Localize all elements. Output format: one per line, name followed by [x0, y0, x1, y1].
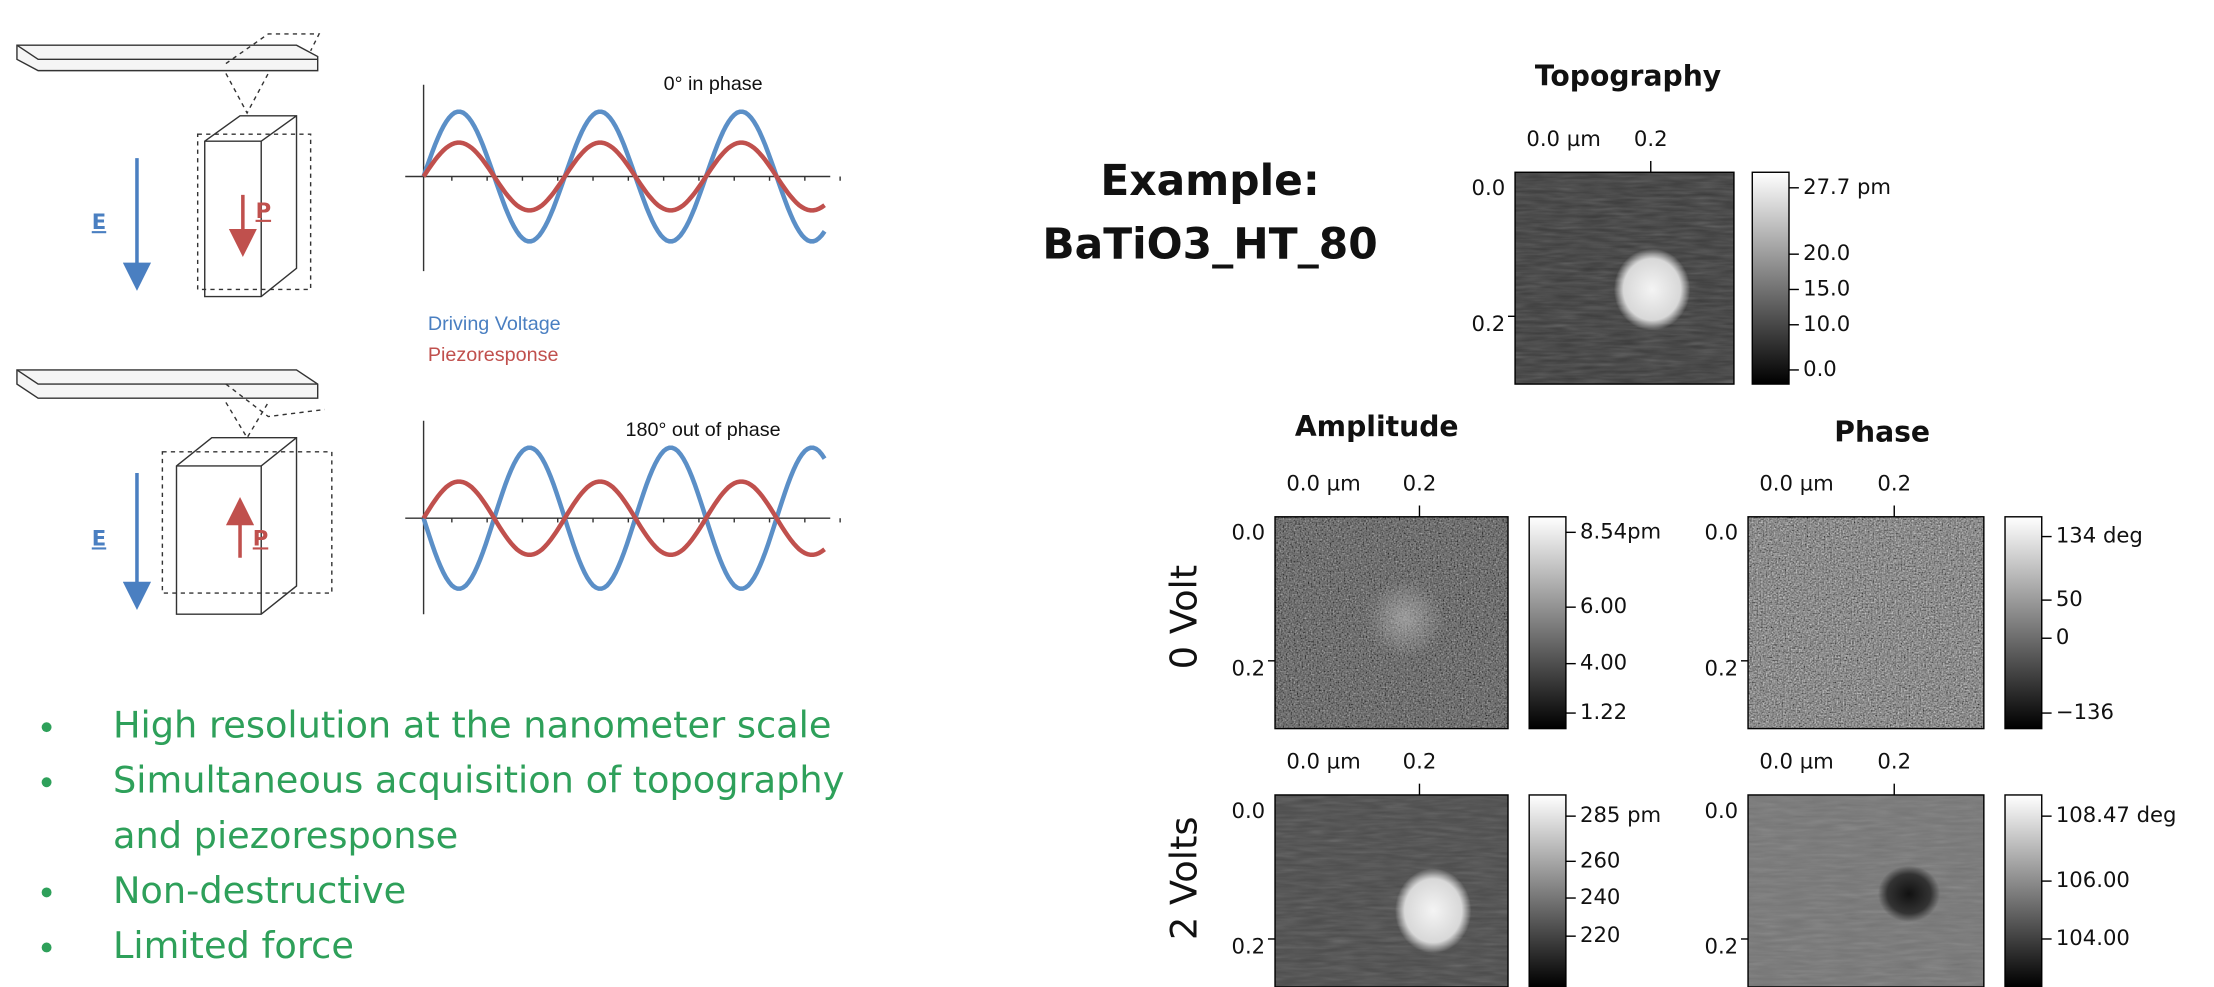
polarization-label: P: [253, 525, 269, 550]
panel-title: Topography: [1535, 60, 1721, 93]
colorbar-label: 10.0: [1803, 311, 1850, 336]
bullet-text: and piezoresponse: [113, 814, 458, 857]
y-tick-label: 0.0: [1472, 175, 1506, 200]
bullet-dot: [41, 722, 52, 733]
colorbar-label: 104.00: [2056, 925, 2130, 950]
colorbar-label: 0.0: [1803, 356, 1837, 381]
colorbar-label: 106.00: [2056, 867, 2130, 892]
y-tick-label: 0.0: [1705, 798, 1739, 823]
afm-panel: 0.0 µm 0.2 0.0 0.2 108.47 deg 106.00 104.00: [1705, 748, 2177, 987]
x-tick-label: 0.2: [1877, 748, 1911, 773]
bullet-list: High resolution at the nanometer scale Si…: [41, 704, 844, 967]
map-feature: [1395, 868, 1472, 954]
x-tick-label: 0.2: [1877, 470, 1911, 495]
y-tick-label: 0.2: [1705, 933, 1739, 958]
x-tick-label: 0.2: [1634, 126, 1668, 151]
y-tick-label: 0.2: [1705, 655, 1739, 680]
wave-label: 0° in phase: [664, 73, 763, 95]
row-label: 2 Volts: [1163, 817, 1206, 940]
wave: [421, 109, 827, 244]
afm-maps: 0.0 µm 0.20.00.227.7 pm20.015.010.00.00.0…: [1231, 126, 2176, 987]
y-tick-label: 0.0: [1705, 520, 1739, 545]
colorbar-label: 1.22: [1580, 699, 1627, 724]
colorbar-label: 108.47 deg: [2056, 802, 2177, 827]
column-title: Phase: [1834, 415, 1930, 448]
colorbar-label: 240: [1580, 884, 1620, 909]
colorbar-label: 50: [2056, 586, 2083, 611]
colorbar-label: 134 deg: [2056, 523, 2143, 548]
wave: [421, 445, 827, 591]
cantilever-bottom: [16, 369, 333, 615]
afm-panel: 0.0 µm 0.2 0.0 0.2 27.7 pm 20.0 15.0 10.0 0.0: [1472, 126, 1891, 385]
afm-panel: 0.0 µm 0.2 0.0 0.2 134 deg 50 0 −136: [1705, 470, 2143, 730]
column-title: Amplitude: [1295, 410, 1459, 443]
colorbar-label: 220: [1580, 922, 1620, 947]
polarization-label: P: [256, 198, 272, 223]
wave: [421, 479, 826, 558]
colorbar-label: 27.7 pm: [1803, 174, 1891, 199]
x-tick-label: 0.0 µm: [1286, 470, 1360, 495]
map-frame: [1514, 171, 1735, 385]
bullet-dot: [41, 887, 52, 898]
arrows: [122, 158, 257, 610]
y-tick-label: 0.2: [1472, 311, 1506, 336]
colorbar-label: 260: [1580, 847, 1620, 872]
bullet-dot: [41, 777, 52, 788]
x-tick-label: 0.0 µm: [1286, 748, 1360, 773]
wave: [421, 140, 826, 213]
map-feature: [1613, 248, 1691, 331]
legend-entry: Driving Voltage: [428, 313, 561, 335]
x-tick-label: 0.0 µm: [1759, 470, 1833, 495]
legend-entry: Piezoresponse: [428, 344, 559, 366]
colorbar: [1751, 171, 1790, 385]
map-feature: [1365, 578, 1445, 658]
colorbar: [2004, 794, 2043, 987]
colorbar-label: 0: [2056, 624, 2069, 649]
wave-plots: [405, 84, 841, 615]
bullet-text: Simultaneous acquisition of topography: [113, 759, 844, 802]
colorbar-label: 15.0: [1803, 275, 1850, 300]
bullet-text: Limited force: [113, 924, 354, 967]
x-tick-label: 0.0 µm: [1526, 126, 1600, 151]
cantilever-top: [16, 33, 321, 298]
colorbar-label: 6.00: [1580, 593, 1627, 618]
bullet-text: High resolution at the nanometer scale: [113, 704, 831, 747]
map-feature: [1877, 865, 1941, 923]
colorbar-label: 285 pm: [1580, 802, 1661, 827]
afm-panel: 0.0 µm 0.2 0.0 0.2 285 pm 260 240 220: [1231, 748, 1661, 987]
example-label: Example:: [1100, 156, 1319, 205]
x-tick-label: 0.2: [1403, 748, 1437, 773]
map-noise: [1748, 794, 1984, 987]
map-frame: [1747, 516, 1985, 730]
colorbar-label: −136: [2056, 699, 2114, 724]
bullet-text: Non-destructive: [113, 869, 406, 912]
row-label: 0 Volt: [1163, 565, 1206, 669]
colorbar-label: 20.0: [1803, 240, 1850, 265]
afm-panel: 0.0 µm 0.2 0.0 0.2 8.54pm 6.00 4.00 1.22: [1231, 470, 1661, 730]
colorbar-label: 8.54pm: [1580, 518, 1661, 543]
map-frame: [1274, 516, 1509, 730]
colorbar: [1528, 794, 1567, 987]
y-tick-label: 0.2: [1231, 933, 1265, 958]
y-tick-label: 0.0: [1231, 798, 1265, 823]
wave-label: 180° out of phase: [626, 419, 781, 441]
colorbar: [2004, 516, 2043, 730]
x-tick-label: 0.2: [1403, 470, 1437, 495]
x-tick-label: 0.0 µm: [1759, 748, 1833, 773]
bullet-dot: [41, 942, 52, 953]
colorbar: [1528, 516, 1567, 730]
y-tick-label: 0.2: [1231, 655, 1265, 680]
field-label: E: [92, 209, 106, 234]
colorbar-label: 4.00: [1580, 650, 1627, 675]
map-noise: [1748, 516, 1984, 729]
sample-name: BaTiO3_HT_80: [1042, 220, 1377, 269]
map-noise: [1275, 794, 1509, 987]
field-label: E: [92, 525, 106, 550]
y-tick-label: 0.0: [1231, 520, 1265, 545]
